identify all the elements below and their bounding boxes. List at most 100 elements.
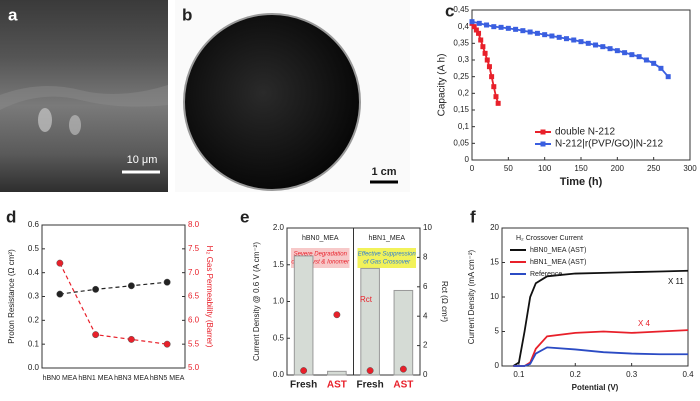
marker: [651, 60, 657, 66]
x-axis-label: Potential (V): [572, 383, 619, 392]
y-tick-label: 0,05: [453, 138, 469, 147]
marker: [163, 340, 171, 348]
scale-bar-label: 1 cm: [371, 166, 396, 178]
x-tick-label: AST: [393, 380, 413, 391]
x-tick-label: 50: [504, 164, 513, 173]
y2-tick-label: 5.5: [188, 339, 200, 348]
legend-label: double N-212: [555, 127, 615, 138]
y-tick-label: 0,25: [453, 72, 469, 81]
marker: [571, 37, 577, 43]
x-tick-label: Fresh: [290, 380, 317, 391]
marker: [542, 32, 548, 38]
y-tick-label: 0,1: [458, 122, 470, 131]
x-tick-label: hBN0 MEA: [43, 375, 78, 382]
marker: [482, 50, 488, 56]
y2-tick-label: 2: [423, 341, 428, 350]
x-tick-label: 200: [611, 164, 625, 173]
legend-label: hBN1_MEA (AST): [530, 259, 586, 266]
y-axis-label: Current Density @ 0.6 V (A cm⁻²): [252, 242, 261, 361]
marker: [486, 64, 492, 70]
marker: [498, 24, 504, 30]
y2-tick-label: 8.0: [188, 220, 200, 229]
marker: [489, 74, 495, 80]
marker: [366, 367, 374, 375]
bar: [293, 255, 314, 376]
y-axis-label: Proton Resistance (Ω cm²): [7, 249, 16, 344]
y-tick-label: 0,3: [458, 55, 470, 64]
marker: [471, 24, 477, 30]
marker: [478, 37, 484, 43]
marker: [399, 365, 407, 373]
y-tick-label: 0: [495, 361, 500, 370]
marker: [614, 48, 620, 54]
annotation: X 11: [668, 277, 684, 286]
plot-frame: [501, 227, 689, 367]
y2-tick-label: 6.0: [188, 315, 200, 324]
y-tick-label: 10: [490, 292, 499, 301]
series-line: [471, 20, 669, 78]
sem-texture: [0, 85, 168, 110]
y-tick-label: 0,4: [458, 22, 470, 31]
x-tick-label: 250: [647, 164, 661, 173]
marker: [127, 335, 135, 343]
chart-title: H₂ Crossover Current: [516, 235, 583, 242]
panel-label: f: [470, 207, 476, 226]
series-line: [512, 269, 689, 367]
marker: [484, 22, 490, 28]
panel-label: b: [182, 5, 192, 24]
bar: [360, 267, 380, 376]
marker: [127, 282, 135, 290]
plot-frame: [471, 9, 691, 161]
y2-tick-label: 6: [423, 282, 428, 291]
panel-label: d: [6, 207, 16, 226]
marker: [629, 52, 635, 58]
marker: [556, 34, 562, 40]
group-label: hBN0_MEA: [302, 235, 339, 242]
y-tick-label: 0,35: [453, 38, 469, 47]
panel-label: c: [445, 1, 454, 20]
marker: [636, 54, 642, 60]
x-axis-label: Time (h): [560, 176, 603, 188]
marker: [56, 259, 64, 267]
y2-tick-label: 0: [423, 370, 428, 379]
series-line: [513, 346, 688, 367]
y-tick-label: 0.3: [28, 292, 40, 301]
y-tick-label: 15: [490, 258, 499, 267]
y2-tick-label: 5.0: [188, 363, 200, 372]
marker: [665, 74, 671, 80]
bar: [393, 289, 414, 376]
plot-frame: [41, 224, 186, 369]
group-label: hBN1_MEA: [368, 235, 405, 242]
legend-label: hBN0_MEA (AST): [530, 247, 586, 254]
x-tick-label: hBN3 MEA: [114, 375, 149, 382]
sem-feature: [38, 108, 52, 132]
marker: [56, 290, 64, 298]
marker: [484, 57, 490, 63]
y2-tick-label: 4: [423, 311, 428, 320]
marker: [643, 57, 649, 63]
scale-bar-label: 10 μm: [127, 154, 158, 166]
x-tick-label: 0.1: [513, 370, 525, 379]
y2-axis-label: Rct (Ω cm²): [440, 281, 449, 322]
marker: [585, 40, 591, 46]
panel-label: e: [240, 207, 249, 226]
x-tick-label: 0.3: [626, 370, 638, 379]
marker: [300, 367, 308, 375]
y2-tick-label: 7.5: [188, 244, 200, 253]
legend-label: Reference: [530, 271, 562, 278]
y-tick-label: 2.0: [273, 223, 285, 232]
legend-label: N-212|r(PVP/GO)|N-212: [555, 139, 663, 150]
marker: [163, 278, 171, 286]
x-tick-label: 300: [683, 164, 697, 173]
bar: [327, 370, 347, 376]
x-tick-label: 150: [574, 164, 588, 173]
y2-tick-label: 6.5: [188, 292, 200, 301]
y-axis-label: Current Density (mA cm⁻²): [467, 249, 476, 344]
y-tick-label: 0.1: [28, 339, 40, 348]
marker: [527, 29, 533, 35]
y-tick-label: 0: [465, 155, 470, 164]
marker: [92, 285, 100, 293]
y-axis-label: Capacity (A h): [437, 54, 448, 117]
note-text: Severe Degradation: [294, 252, 348, 258]
